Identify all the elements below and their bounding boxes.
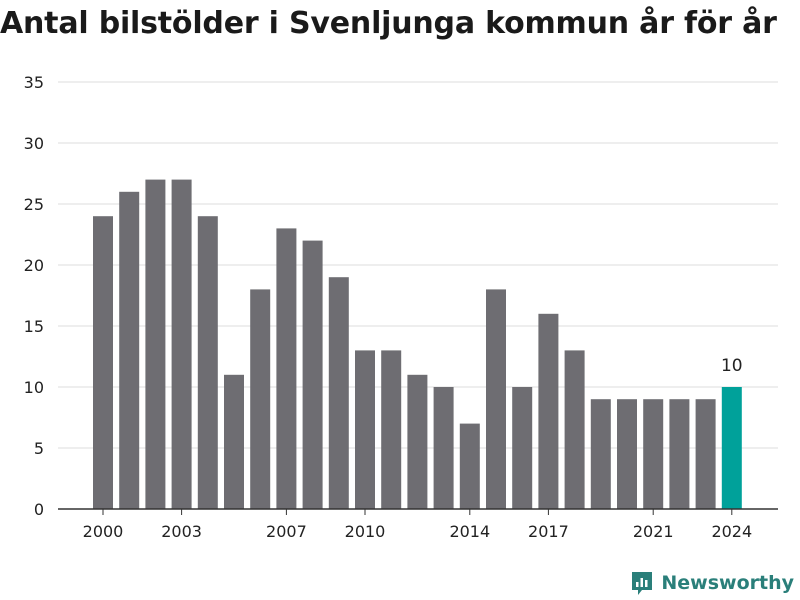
- bar-2001: [119, 191, 140, 510]
- bar-2010: [355, 350, 375, 509]
- x-tick-label: 2014: [449, 522, 490, 541]
- bar-2000: [93, 216, 113, 509]
- bar-2007: [276, 228, 297, 509]
- bar-2014: [459, 423, 480, 509]
- bar-2008: [302, 240, 323, 509]
- y-tick-label: 15: [24, 317, 44, 336]
- bar-2012: [407, 374, 428, 509]
- bar-2013: [433, 387, 454, 509]
- brand-logo: Newsworthy: [629, 570, 794, 596]
- y-tick-label: 20: [24, 256, 44, 275]
- bar-2021: [643, 399, 664, 509]
- y-tick-label: 10: [24, 378, 44, 397]
- axes: [58, 508, 778, 515]
- x-tick-label: 2024: [711, 522, 752, 541]
- y-tick-label: 30: [24, 134, 44, 153]
- y-tick-label: 35: [24, 73, 44, 92]
- bar-2004: [197, 216, 218, 509]
- y-tick-label: 25: [24, 195, 44, 214]
- tick-labels: 0 5 10 15 20 25 30 35 2000 2003 2007 2010 2014 2017 20…: [24, 73, 753, 541]
- bar-2018: [564, 350, 585, 509]
- bar-2016: [512, 387, 533, 509]
- bar-2019: [590, 399, 611, 509]
- bar-2015: [486, 289, 506, 509]
- highlight-value-label: 10: [721, 356, 743, 376]
- y-tick-label: 5: [34, 439, 44, 458]
- bar-2011: [381, 350, 402, 509]
- x-tick-label: 2017: [528, 522, 569, 541]
- bar-2020: [617, 399, 637, 509]
- bars: [93, 179, 742, 510]
- x-tick-label: 2010: [345, 522, 386, 541]
- bar-2003: [171, 179, 192, 509]
- y-tick-label: 0: [34, 500, 44, 519]
- bar-2005: [224, 374, 244, 509]
- newsworthy-logo-icon: [632, 572, 653, 595]
- x-tick-label: 2003: [161, 522, 202, 541]
- bar-2017: [538, 313, 559, 509]
- x-tick-label: 2007: [266, 522, 307, 541]
- bar-2006: [250, 289, 271, 509]
- bar-2023: [695, 399, 716, 509]
- bar-2009: [328, 277, 349, 509]
- bar-2002: [145, 179, 166, 509]
- x-tick-label: 2000: [83, 522, 124, 541]
- x-tick-label: 2021: [633, 522, 674, 541]
- brand-name: Newsworthy: [661, 572, 794, 594]
- bar-2022: [669, 399, 690, 509]
- bar-2024: [721, 387, 742, 509]
- chart-title: Antal bilstölder i Svenljunga kommun år …: [0, 6, 777, 41]
